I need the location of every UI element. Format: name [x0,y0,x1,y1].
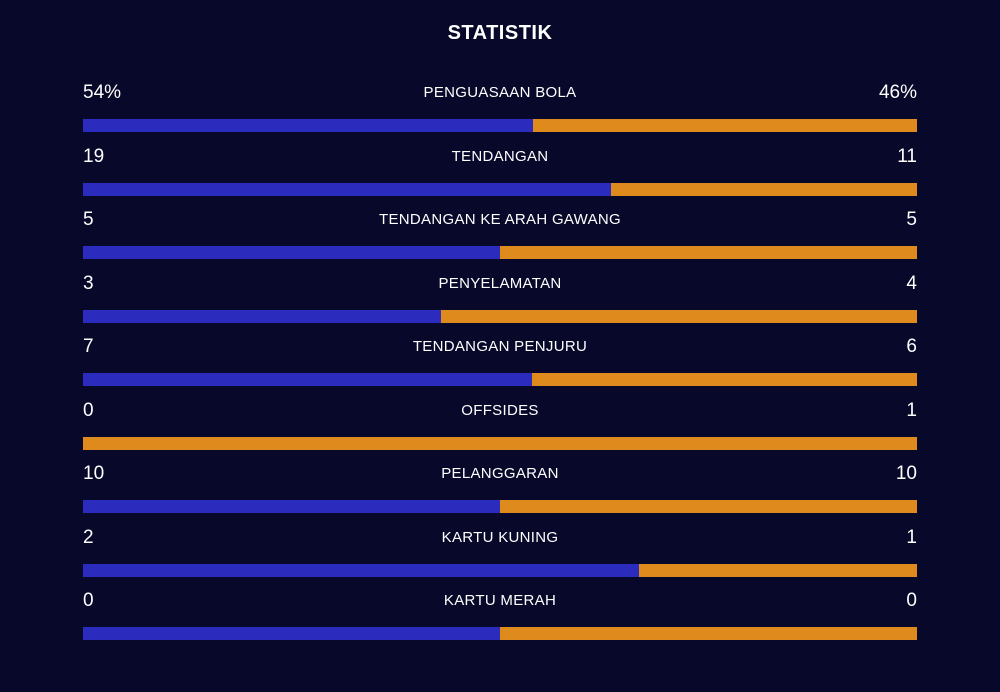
stat-row-corners: 7 TENDANGAN PENJURU 6 [83,334,917,398]
stat-row-offsides: 0 OFFSIDES 1 [83,398,917,462]
stat-label: PENYELAMATAN [438,274,562,292]
stat-row-shots-on-target: 5 TENDANGAN KE ARAH GAWANG 5 [83,207,917,271]
away-value: 4 [906,272,917,294]
home-value: 5 [83,209,94,230]
away-bar-fill [531,373,917,386]
away-value: 1 [906,399,917,421]
away-bar-fill [639,563,917,577]
away-bar-fill [500,500,917,513]
away-value: 1 [906,526,917,548]
home-bar-fill [83,500,500,513]
comparison-bar [83,627,917,640]
stat-label: TENDANGAN KE ARAH GAWANG [379,211,621,228]
comparison-bar [83,182,917,196]
away-value: 6 [906,336,917,357]
stats-list: 54% PENGUASAAN BOLA 46% 19 TENDANGAN 11 [83,80,917,652]
stat-row-saves: 3 PENYELAMATAN 4 [83,271,917,335]
comparison-bar [83,436,917,450]
stat-head: 5 TENDANGAN KE ARAH GAWANG 5 [83,207,917,235]
away-bar-fill [610,182,917,196]
stat-label: KARTU MERAH [443,592,557,609]
home-bar-fill [83,373,532,386]
stat-label: PENGUASAAN BOLA [423,84,577,101]
home-bar-fill [83,309,441,323]
stat-label: OFFSIDES [461,401,539,419]
away-bar-fill [83,436,917,450]
home-bar-fill [83,563,640,577]
stat-label: KARTU KUNING [441,528,559,546]
home-value: 0 [83,399,94,421]
home-bar-fill [83,627,500,640]
home-value: 3 [83,272,94,294]
comparison-bar [83,500,917,513]
home-value: 10 [83,463,105,484]
home-bar-fill [83,182,611,196]
stat-label: TENDANGAN [451,147,549,165]
stat-row-red-cards: 0 KARTU MERAH 0 [83,588,917,652]
comparison-bar [83,373,917,386]
stat-head: 19 TENDANGAN 11 [83,144,917,172]
comparison-bar [83,309,917,323]
comparison-bar [83,246,917,259]
stat-row-ball-possession: 54% PENGUASAAN BOLA 46% [83,80,917,144]
away-value: 46% [878,82,917,103]
stat-label: PELANGGARAN [441,465,559,482]
stat-row-fouls: 10 PELANGGARAN 10 [83,461,917,525]
stat-head: 54% PENGUASAAN BOLA 46% [83,80,917,108]
home-value: 7 [83,336,94,357]
comparison-bar [83,119,917,132]
home-bar-fill [83,246,500,259]
away-value: 10 [895,463,917,484]
home-value: 2 [83,526,94,548]
away-value: 0 [906,590,917,611]
stat-head: 7 TENDANGAN PENJURU 6 [83,334,917,362]
page-title: STATISTIK [447,22,553,44]
stat-row-shots: 19 TENDANGAN 11 [83,144,917,208]
stat-head: 3 PENYELAMATAN 4 [83,271,917,299]
home-value: 0 [83,590,94,611]
stat-head: 0 KARTU MERAH 0 [83,588,917,616]
away-value: 5 [906,209,917,230]
home-value: 19 [83,145,105,167]
away-bar-fill [533,119,917,132]
away-bar-fill [440,309,917,323]
away-bar-fill [500,627,917,640]
home-value: 54% [83,82,122,103]
comparison-bar [83,563,917,577]
stat-head: 10 PELANGGARAN 10 [83,461,917,489]
stat-head: 0 OFFSIDES 1 [83,398,917,426]
stat-label: TENDANGAN PENJURU [412,338,588,355]
away-bar-fill [500,246,917,259]
stat-row-yellow-cards: 2 KARTU KUNING 1 [83,525,917,589]
away-value: 11 [897,145,917,167]
home-bar-fill [83,119,534,132]
stat-head: 2 KARTU KUNING 1 [83,525,917,553]
